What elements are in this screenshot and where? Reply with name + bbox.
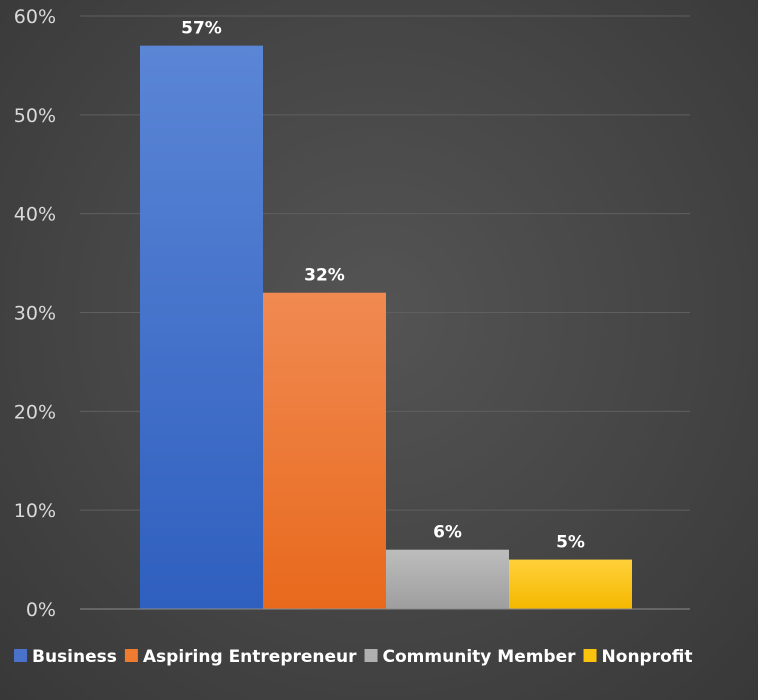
legend-label-business: Business <box>32 647 117 667</box>
bar-business <box>140 45 263 609</box>
y-tick-label: 60% <box>14 6 56 28</box>
legend-label-community-member: Community Member <box>383 647 577 667</box>
data-label: 5% <box>556 533 585 553</box>
legend: Business Aspiring Entrepreneur Community M… <box>14 647 693 667</box>
y-tick-label: 20% <box>14 401 56 423</box>
legend-swatch-nonprofit <box>583 649 597 662</box>
legend-label-nonprofit: Nonprofit <box>602 647 693 667</box>
data-label: 32% <box>304 266 345 286</box>
legend-swatch-aspiring-entrepreneur <box>124 649 138 662</box>
legend-swatch-community-member <box>364 649 378 662</box>
y-tick-label: 40% <box>14 204 56 226</box>
legend-label-aspiring-entrepreneur: Aspiring Entrepreneur <box>143 647 357 667</box>
y-tick-label: 10% <box>14 500 56 522</box>
legend-swatch-business <box>14 649 27 662</box>
bar-aspiring-entrepreneur <box>263 292 386 609</box>
data-label: 6% <box>433 523 462 543</box>
y-tick-label: 0% <box>26 599 56 621</box>
y-tick-label: 30% <box>14 303 56 325</box>
bar-nonprofit <box>509 559 632 609</box>
y-tick-label: 50% <box>14 105 56 127</box>
y-axis-tick-labels: 0% 10% 20% 30% 40% 50% 60% <box>14 6 56 621</box>
data-labels: 57% 32% 6% 5% <box>181 19 585 553</box>
bars <box>140 45 632 609</box>
bar-community-member <box>386 549 509 609</box>
data-label: 57% <box>181 19 222 39</box>
